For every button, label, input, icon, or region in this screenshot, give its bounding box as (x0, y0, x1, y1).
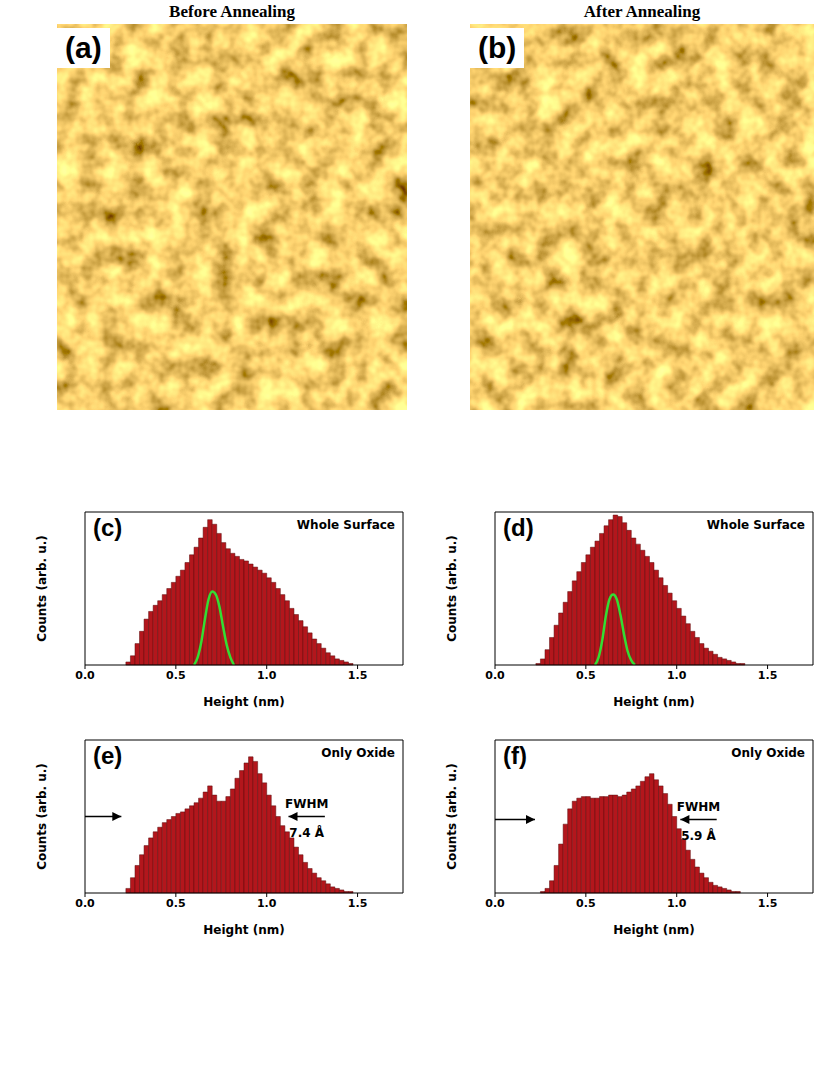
svg-text:1.5: 1.5 (348, 897, 368, 910)
svg-text:1.0: 1.0 (257, 669, 277, 682)
svg-text:1.5: 1.5 (758, 669, 778, 682)
svg-text:Height (nm): Height (nm) (613, 923, 694, 937)
svg-text:0.5: 0.5 (166, 669, 186, 682)
svg-text:1.5: 1.5 (348, 669, 368, 682)
svg-text:Counts (arb. u.): Counts (arb. u.) (445, 763, 459, 870)
html-text:(f): (f) (503, 742, 527, 769)
svg-text:0.0: 0.0 (75, 669, 95, 682)
svg-text:Height (nm): Height (nm) (203, 695, 284, 709)
html-text:Whole Surface: Whole Surface (296, 518, 395, 532)
html-text:(c): (c) (93, 514, 123, 541)
svg-text:0.5: 0.5 (576, 897, 596, 910)
svg-text:7.4 Å: 7.4 Å (289, 825, 324, 840)
svg-text:Counts (arb. u.): Counts (arb. u.) (445, 535, 459, 642)
svg-text:1.5: 1.5 (758, 897, 778, 910)
html-text:(a): (a) (65, 31, 102, 64)
svg-text:FWHM: FWHM (677, 800, 720, 814)
svg-text:1.0: 1.0 (667, 669, 687, 682)
svg-text:0.0: 0.0 (485, 669, 505, 682)
svg-text:5.9 Å: 5.9 Å (681, 828, 716, 843)
svg-text:Height (nm): Height (nm) (203, 923, 284, 937)
html-text:After Annealing: After Annealing (583, 2, 701, 21)
html-text:(d): (d) (503, 514, 534, 541)
html-text:Only Oxide: Only Oxide (321, 746, 395, 760)
svg-text:1.0: 1.0 (667, 897, 687, 910)
html-text:(e): (e) (93, 742, 123, 769)
svg-text:0.0: 0.0 (485, 897, 505, 910)
html-text:Before Annealing: Before Annealing (169, 2, 295, 21)
svg-text:1.0: 1.0 (257, 897, 277, 910)
svg-text:0.5: 0.5 (166, 897, 186, 910)
html-text:Whole Surface: Whole Surface (706, 518, 805, 532)
svg-text:0.5: 0.5 (576, 669, 596, 682)
svg-text:Height (nm): Height (nm) (613, 695, 694, 709)
svg-text:Counts (arb. u.): Counts (arb. u.) (35, 535, 49, 642)
svg-text:0.0: 0.0 (75, 897, 95, 910)
svg-text:Counts (arb. u.): Counts (arb. u.) (35, 763, 49, 870)
svg-text:FWHM: FWHM (285, 797, 328, 811)
html-text:Only Oxide: Only Oxide (731, 746, 805, 760)
html-text:(b): (b) (478, 31, 517, 64)
